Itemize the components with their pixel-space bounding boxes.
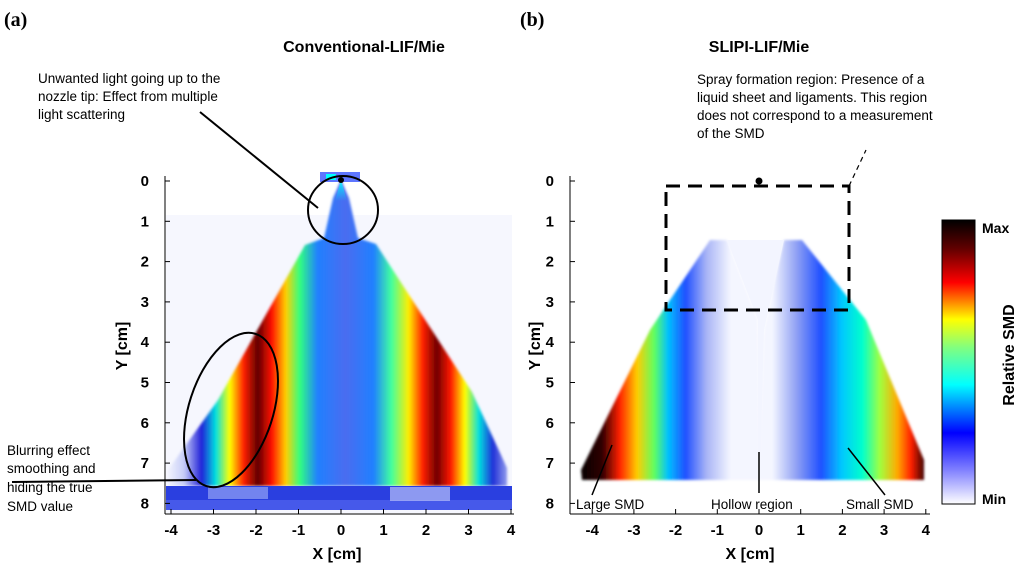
- panel-b-xlabel: X [cm]: [726, 546, 775, 563]
- annotation-line: hiding the true: [7, 480, 93, 495]
- annotation-label: Small SMD: [846, 497, 914, 512]
- annotation-label: Hollow region: [711, 497, 793, 512]
- x-tick-label: -1: [292, 522, 305, 539]
- annotation-line: does not correspond to a measurement: [697, 108, 933, 123]
- y-tick-label: 3: [546, 294, 554, 311]
- panel-a-label: (a): [4, 9, 27, 31]
- colorbar-max-label: Max: [982, 220, 1009, 236]
- panel-a-ylabel: Y [cm]: [114, 322, 131, 371]
- panel-b-image: [581, 240, 924, 480]
- y-tick-label: 1: [141, 213, 149, 230]
- colorbar-gradient: [941, 219, 976, 505]
- x-tick-label: 0: [337, 522, 345, 539]
- x-tick-label: -2: [249, 522, 262, 539]
- y-tick-label: 5: [141, 375, 149, 392]
- panel-b-annotation-spray-formation: Spray formation region: Presence of a li…: [697, 72, 933, 141]
- y-tick-label: 0: [141, 173, 149, 190]
- annotation-line: Blurring effect: [7, 443, 90, 458]
- x-tick-label: 0: [755, 522, 763, 539]
- annotation-line: light scattering: [38, 107, 125, 122]
- x-tick-label: -4: [586, 522, 600, 539]
- y-tick-label: 0: [546, 173, 554, 190]
- panel-a-image: [166, 172, 512, 513]
- annotation-line: Unwanted light going up to the: [38, 71, 220, 86]
- x-tick-label: 4: [922, 522, 931, 539]
- x-tick-label: 1: [379, 522, 387, 539]
- y-tick-label: 2: [546, 254, 554, 271]
- colorbar-min-label: Min: [982, 491, 1006, 507]
- panel-b-axes: 0 1 2 3 4 5 6 7 8 -4 -3 -2 -1 0 1 2 3 4: [546, 173, 931, 539]
- panel-a-xlabel: X [cm]: [313, 546, 362, 563]
- x-tick-label: -1: [711, 522, 724, 539]
- panel-b-annotation-large-smd: Large SMD: [576, 444, 645, 512]
- annotation-label: Large SMD: [576, 497, 645, 512]
- annotation-line: SMD value: [7, 499, 73, 514]
- y-tick-label: 7: [546, 455, 554, 472]
- panel-b-label: (b): [520, 9, 544, 31]
- panel-b-title: SLIPI-LIF/Mie: [709, 39, 810, 56]
- y-tick-label: 2: [141, 254, 149, 271]
- colorbar-title: Relative SMD: [1001, 304, 1018, 405]
- panel-b-annotation-small-smd: Small SMD: [846, 447, 914, 512]
- y-tick-label: 7: [141, 455, 149, 472]
- y-tick-label: 4: [546, 334, 555, 351]
- x-tick-label: 4: [507, 522, 516, 539]
- y-tick-label: 6: [141, 415, 149, 432]
- x-tick-label: 1: [797, 522, 805, 539]
- colorbar: Max Min Relative SMD: [941, 219, 1018, 507]
- x-tick-label: -4: [164, 522, 178, 539]
- annotation-line: Spray formation region: Presence of a: [697, 72, 925, 87]
- panel-a-axes: 0 1 2 3 4 5 6 7 8 -4 -3 -2 -1 0 1 2 3 4: [141, 173, 516, 539]
- panel-b-annotation-hollow-region: Hollow region: [711, 452, 793, 512]
- y-tick-label: 4: [141, 334, 150, 351]
- panel-a-annotation-blurring: Blurring effect smoothing and hiding the…: [7, 331, 279, 514]
- x-tick-label: -3: [627, 522, 640, 539]
- x-tick-label: 3: [880, 522, 888, 539]
- y-tick-label: 8: [546, 495, 554, 512]
- x-tick-label: -2: [669, 522, 682, 539]
- y-tick-label: 8: [141, 495, 149, 512]
- annotation-line: of the SMD: [697, 126, 765, 141]
- panel-b-ylabel: Y [cm]: [527, 322, 544, 371]
- x-tick-label: 3: [464, 522, 472, 539]
- annotation-line: smoothing and: [7, 461, 96, 476]
- x-tick-label: -3: [207, 522, 220, 539]
- x-tick-label: 2: [422, 522, 430, 539]
- panel-a-title: Conventional-LIF/Mie: [283, 39, 445, 56]
- y-tick-label: 3: [141, 294, 149, 311]
- annotation-line: nozzle tip: Effect from multiple: [38, 89, 218, 104]
- x-tick-label: 2: [838, 522, 846, 539]
- panel-b-spray-formation-region: [664, 149, 867, 312]
- panel-a-annotation-multiple-scattering: Unwanted light going up to the nozzle ti…: [38, 71, 379, 245]
- y-tick-label: 5: [546, 375, 554, 392]
- y-tick-label: 6: [546, 415, 554, 432]
- y-tick-label: 1: [546, 213, 554, 230]
- annotation-line: liquid sheet and ligaments. This region: [697, 90, 927, 105]
